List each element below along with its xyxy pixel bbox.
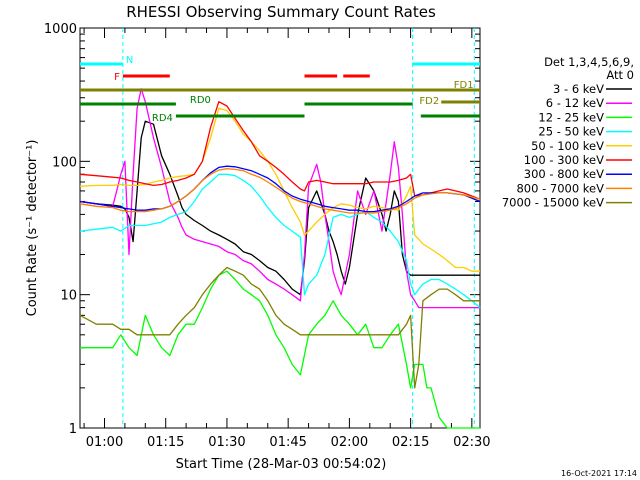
chart-title: RHESSI Observing Summary Count Rates [126,3,436,21]
status-bar-label-fd1: FD1 [454,80,474,91]
status-bar-label-rd0: RD0 [190,95,211,106]
series-line-2 [80,270,480,429]
legend-label-6: 300 - 800 keV [524,167,604,181]
series-line-5 [79,101,481,200]
y-axis-label: Count Rate (s⁻¹ detector⁻¹) [25,140,40,317]
series-line-1 [79,88,480,309]
series-line-8 [79,266,480,389]
y-tick-label-0: 1 [69,422,77,437]
series-line-4 [79,107,480,272]
plot-frame [79,27,481,429]
x-tick-label-5: 02:15 [392,435,429,450]
legend-label-1: 6 - 12 keV [546,96,604,110]
series-line-0 [79,120,480,296]
x-tick-label-1: 01:15 [147,435,184,450]
x-tick-label-3: 01:45 [269,435,306,450]
series-line-6 [79,165,481,213]
legend-label-0: 3 - 6 keV [553,82,604,96]
legend-label-5: 100 - 300 keV [524,153,604,167]
legend-label-4: 50 - 100 keV [531,139,604,153]
x-tick-label-6: 02:30 [453,435,490,450]
y-tick-label-1: 10 [60,289,77,304]
x-axis-label: Start Time (28-Mar-03 00:54:02) [176,457,387,472]
legend-label-3: 25 - 50 keV [538,125,604,139]
legend-label-2: 12 - 25 keV [538,110,604,124]
y-tick-label-2: 100 [52,155,77,170]
status-bar-label-n: N [126,55,133,66]
y-tick-label-3: 1000 [44,22,77,37]
plot-area: NF FD1 FD2 RD0 RD4 [79,28,481,429]
series-line-7 [79,168,481,214]
x-tick-label-4: 02:00 [331,435,368,450]
x-tick-label-2: 01:30 [208,435,245,450]
detector-info-line-2: Att 0 [606,68,634,82]
status-bar-label-f: F [114,72,120,83]
status-bar-label-fd2: FD2 [419,96,439,107]
detector-info: Det 1,3,4,5,6,9, Att 0 [544,55,634,82]
detector-info-line-1: Det 1,3,4,5,6,9, [544,55,634,69]
x-axis: 01:00 01:15 01:30 01:45 02:00 02:15 02:30 [83,28,491,450]
status-bar-label-rd4: RD4 [152,113,173,124]
y-axis: 1 10 100 1000 [44,22,480,437]
legend-label-7: 800 - 7000 keV [516,181,604,195]
timestamp: 16-Oct-2021 17:14 [561,469,637,478]
x-tick-label-0: 01:00 [86,435,123,450]
series-line-3 [79,173,481,309]
legend-label-8: 7000 - 15000 keV [502,196,604,210]
